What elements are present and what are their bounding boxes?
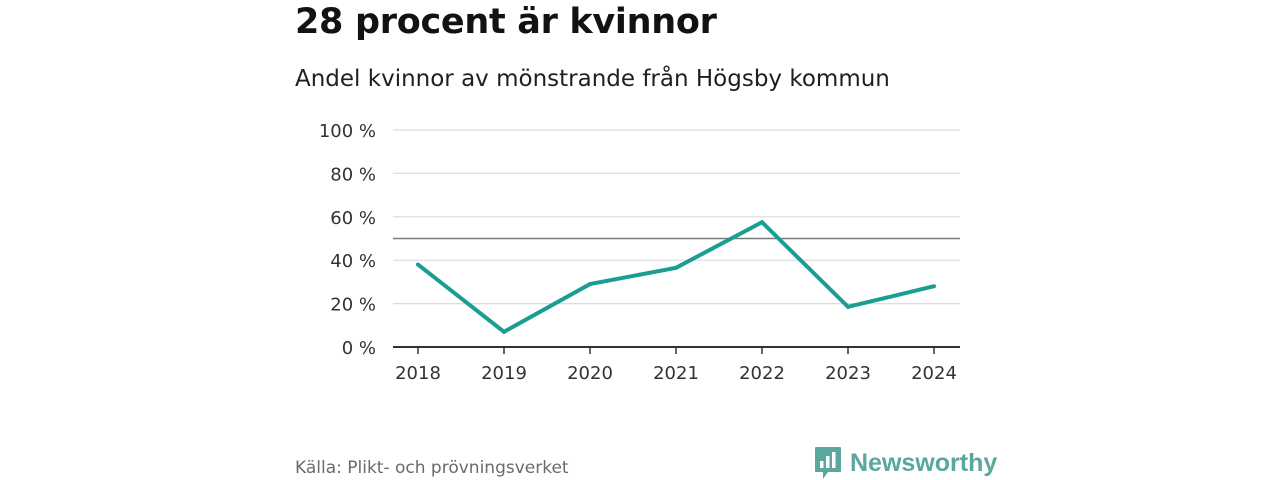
x-tick-label: 2021	[653, 363, 699, 384]
data-point-2021	[674, 265, 678, 270]
newsworthy-brand: Newsworthy	[814, 446, 997, 480]
chart-title: 28 procent är kvinnor	[295, 2, 717, 42]
x-tick-label: 2019	[481, 363, 527, 384]
line-chart: 0 % 20 % 40 % 60 % 80 % 100 % 2018 2019 2020 2021…	[319, 121, 960, 384]
bar-chart-speech-bubble-icon	[815, 447, 841, 479]
brand-name: Newsworthy	[850, 448, 998, 477]
x-tick-label: 2020	[567, 363, 613, 384]
chart-subtitle: Andel kvinnor av mönstrande från Högsby …	[295, 66, 890, 92]
x-tick-label: 2018	[395, 363, 441, 384]
x-tick-label: 2023	[825, 363, 871, 384]
x-tick-label: 2022	[739, 363, 785, 384]
y-tick-label: 80 %	[330, 164, 376, 185]
y-tick-label: 20 %	[330, 295, 376, 316]
data-point-2018	[416, 262, 420, 267]
data-point-2020	[588, 282, 592, 287]
data-point-2023	[846, 304, 850, 309]
data-point-2022	[760, 220, 764, 225]
source-note: Källa: Plikt- och prövningsverket	[295, 458, 569, 478]
x-tick-label: 2024	[911, 363, 957, 384]
y-tick-label: 40 %	[330, 251, 376, 272]
y-tick-label: 0 %	[342, 338, 376, 359]
data-point-2024	[932, 284, 936, 289]
data-point-2019	[502, 329, 506, 334]
y-tick-label: 100 %	[319, 121, 376, 142]
y-tick-label: 60 %	[330, 208, 376, 229]
